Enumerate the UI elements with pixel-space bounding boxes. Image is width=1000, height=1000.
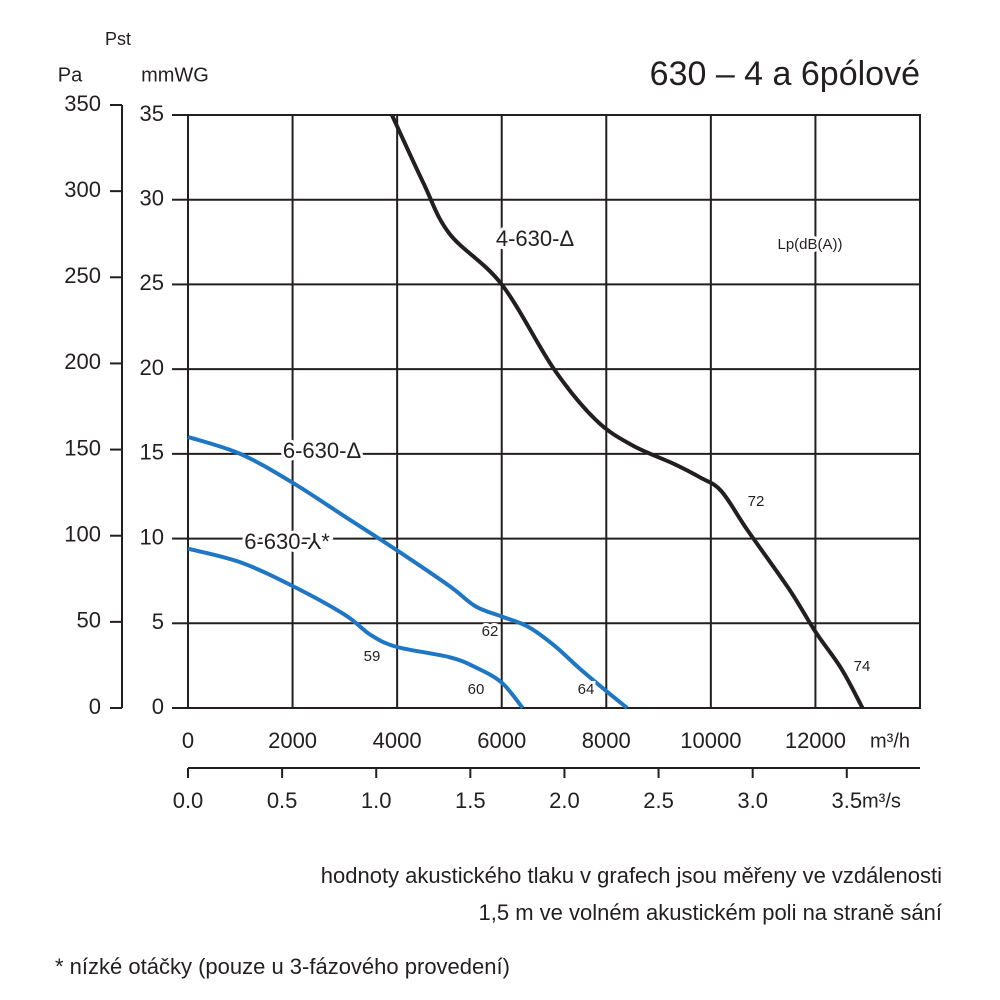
y-tick-label: 25 (140, 270, 164, 295)
y-tick-label: 10 (140, 524, 164, 549)
series-label: 4-630-Δ (496, 226, 575, 251)
annotation: Lp(dB(A)) (777, 236, 842, 253)
y-tick-label: 5 (152, 609, 164, 634)
series-label: 6-630-⅄* (244, 529, 330, 554)
note: 1,5 m ve volném akustickém poli na stran… (479, 900, 942, 925)
y2-tick-label: 250 (64, 263, 101, 288)
x2-tick-label: 2.5 (643, 788, 674, 813)
x2-tick-label: 0.5 (267, 788, 298, 813)
annotation: 64 (578, 681, 595, 698)
note: * nízké otáčky (pouze u 3-fázového prove… (55, 954, 510, 979)
y-tick-label: 30 (140, 186, 164, 211)
y-symbol: Pst (105, 29, 131, 49)
x2-tick-label: 0.0 (173, 788, 204, 813)
x-tick-label: 8000 (582, 728, 631, 753)
series-line (390, 114, 865, 709)
series-line (187, 546, 525, 710)
annotation: 74 (854, 658, 871, 675)
x-tick-label: 12000 (785, 728, 846, 753)
y-tick-label: 15 (140, 440, 164, 465)
y-tick-label: 35 (140, 101, 164, 126)
y2-tick-label: 300 (64, 177, 101, 202)
x2-tick-label: 2.0 (549, 788, 580, 813)
note: hodnoty akustického tlaku v grafech jsou… (321, 863, 942, 888)
y2-tick-label: 50 (77, 608, 101, 633)
y2-axis-label: Pa (58, 64, 83, 86)
x-tick-label: 10000 (680, 728, 741, 753)
y2-tick-label: 100 (64, 522, 101, 547)
y2-tick-label: 350 (64, 91, 101, 116)
y-tick-label: 0 (152, 694, 164, 719)
series-label: 6-630-Δ (283, 438, 362, 463)
y-tick-label: 20 (140, 355, 164, 380)
annotation: 72 (748, 493, 765, 510)
annotation: 59 (364, 648, 381, 665)
x2-tick-label: 1.5 (455, 788, 486, 813)
x-tick-label: 4000 (373, 728, 422, 753)
annotation: 62 (482, 623, 499, 640)
y2-tick-label: 150 (64, 435, 101, 460)
y2-tick-label: 0 (89, 694, 101, 719)
x-tick-label: 6000 (477, 728, 526, 753)
x-tick-label: 2000 (268, 728, 317, 753)
x2-axis-label: m³/s (862, 790, 901, 812)
annotation: 60 (468, 681, 485, 698)
y-axis-label: mmWG (141, 64, 209, 86)
chart-title: 630 – 4 a 6pólové (650, 55, 920, 93)
y2-tick-label: 200 (64, 349, 101, 374)
x2-tick-label: 3.0 (737, 788, 768, 813)
plot-frame (187, 114, 921, 709)
series-line (187, 435, 629, 710)
x2-tick-label: 1.0 (361, 788, 392, 813)
x-axis-label: m³/h (870, 730, 910, 752)
x2-tick-label: 3.5 (831, 788, 862, 813)
x-tick-label: 0 (182, 728, 194, 753)
